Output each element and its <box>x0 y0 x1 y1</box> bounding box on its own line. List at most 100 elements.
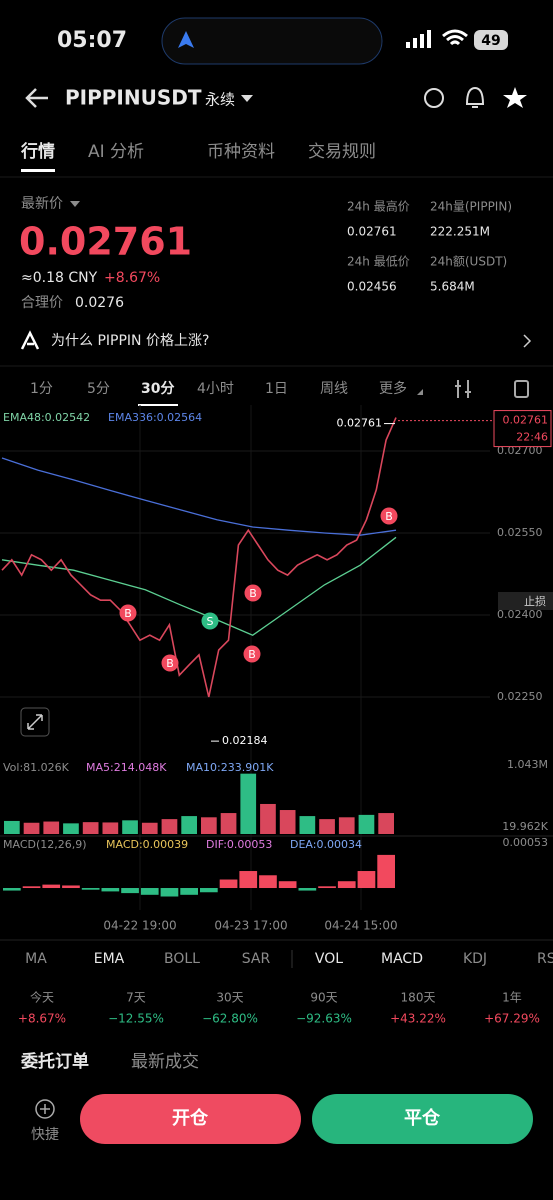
fullscreen-button[interactable] <box>20 707 50 737</box>
layout-icon[interactable] <box>514 380 529 398</box>
volume-bar <box>23 822 40 834</box>
macd-bar <box>377 854 395 889</box>
period: 180天 <box>401 991 436 1005</box>
interval[interactable]: 30分 <box>141 381 174 397</box>
trade-marker-label: B <box>248 648 256 661</box>
trade-marker-label: S <box>207 615 214 628</box>
volume-bar <box>260 803 276 834</box>
dropdown-icon[interactable] <box>241 95 253 102</box>
interval[interactable]: 周线 <box>320 381 348 397</box>
chart-layer: 0.02250 0.02400 0.02550 0.02700 0.02761 0.021… <box>0 405 553 910</box>
tab-indicator <box>21 169 55 172</box>
favorite-icon[interactable] <box>503 87 527 108</box>
interval[interactable]: 1日 <box>265 381 288 397</box>
ema48-label: EMA48:0.02542 <box>3 411 90 424</box>
x-tick-label: 04-24 15:00 <box>324 919 397 933</box>
indicator[interactable]: KDJ <box>463 951 487 967</box>
volume-bar <box>240 773 257 834</box>
volume-bar <box>122 820 138 834</box>
tab[interactable]: 交易规则 <box>308 142 376 162</box>
volume-bar <box>201 817 217 834</box>
symbol[interactable]: PIPPINUSDT <box>65 86 202 110</box>
close-button[interactable] <box>312 1094 533 1144</box>
volume-bar <box>181 816 197 834</box>
indicator[interactable]: EMA <box>94 951 125 967</box>
performance: 今天 +8.67% 7天 −12.55% 30天 −62.80% 90天 −92.63% 180… <box>18 990 540 1026</box>
countdown: 22:46 <box>516 431 548 444</box>
back-button[interactable] <box>25 88 48 108</box>
stop-box <box>498 592 553 610</box>
period: 30天 <box>216 991 243 1005</box>
period-change: +8.67% <box>18 1012 66 1026</box>
macd-bar <box>200 888 218 893</box>
stat-value: 222.251M <box>430 225 490 239</box>
vol-label: Vol:81.026K <box>3 761 70 774</box>
volume-bar <box>220 813 237 834</box>
dynamic-island <box>161 17 383 65</box>
trades-tab[interactable]: 最新成交 <box>131 1052 199 1072</box>
y-tick-label: 0.02700 <box>497 444 543 457</box>
low-label: 0.02184 <box>222 734 268 747</box>
x-tick-label: 04-22 19:00 <box>103 919 176 933</box>
price-label[interactable]: 最新价 <box>21 196 63 212</box>
period-change: −62.80% <box>202 1012 258 1026</box>
trade-marker <box>244 584 262 602</box>
quick-icon[interactable] <box>35 1099 55 1119</box>
indicator[interactable]: MACD <box>381 951 423 967</box>
macd-bar <box>42 884 61 889</box>
more-icon[interactable] <box>417 389 423 395</box>
dea-value: DEA:0.00034 <box>290 838 362 851</box>
settings-icon[interactable] <box>455 380 471 398</box>
interval[interactable]: 更多 <box>379 380 407 397</box>
share-icon[interactable] <box>424 88 444 108</box>
open-button[interactable] <box>80 1094 301 1144</box>
interval-indicator <box>138 404 178 406</box>
chevron[interactable] <box>523 334 532 348</box>
macd-bar <box>3 888 21 891</box>
tab[interactable]: 币种资料 <box>207 142 275 162</box>
macd-bar <box>101 888 120 892</box>
trade-marker <box>201 612 219 630</box>
period-change: −12.55% <box>108 1012 164 1026</box>
indicator[interactable]: VOL <box>315 951 343 967</box>
tab[interactable]: 行情 <box>20 141 55 162</box>
volume-bar <box>358 814 375 834</box>
cny-price: ≈0.18 CNY <box>21 270 98 286</box>
macd-bar <box>318 886 336 889</box>
trade-marker <box>161 654 179 672</box>
plus <box>40 1104 50 1114</box>
why-link[interactable]: 为什么 PIPPIN 价格上涨? <box>51 333 209 349</box>
close-label[interactable]: 平仓 <box>404 1107 441 1129</box>
change: +8.67% <box>104 270 160 286</box>
volume-bar <box>141 822 158 834</box>
interval[interactable]: 1分 <box>30 381 53 397</box>
stat-value: 0.02456 <box>347 280 397 294</box>
indicator[interactable]: BOLL <box>164 951 200 967</box>
battery <box>474 30 508 50</box>
clock: 05:07 <box>57 28 127 53</box>
period-change: +43.22% <box>390 1012 446 1026</box>
macd-label: MACD(12,26,9) <box>3 838 87 851</box>
vol-ma5: MA5:214.048K <box>86 761 167 774</box>
dropdown-icon[interactable] <box>70 201 80 207</box>
indicator[interactable]: RS <box>537 951 553 967</box>
indicator[interactable]: MA <box>25 951 47 967</box>
interval[interactable]: 4小时 <box>197 381 234 397</box>
macd-bar <box>121 888 139 894</box>
tab[interactable]: AI 分析 <box>88 142 144 162</box>
volume-bar <box>161 819 178 834</box>
quick-label[interactable]: 快捷 <box>31 1127 59 1143</box>
volume-bar <box>319 819 335 834</box>
open-label[interactable]: 开仓 <box>172 1107 209 1129</box>
interval[interactable]: 5分 <box>87 381 110 397</box>
macd-bar <box>357 871 376 889</box>
orders-tab[interactable]: 委托订单 <box>20 1051 89 1072</box>
stat-label: 24h 最高价 <box>347 199 410 214</box>
alert-icon[interactable] <box>465 86 485 108</box>
last-price-label: 0.02761 <box>503 414 549 427</box>
last-price-box <box>493 410 552 448</box>
trade-marker <box>119 604 137 622</box>
indicator[interactable]: SAR <box>242 951 271 967</box>
trade-marker-label: B <box>166 657 174 670</box>
